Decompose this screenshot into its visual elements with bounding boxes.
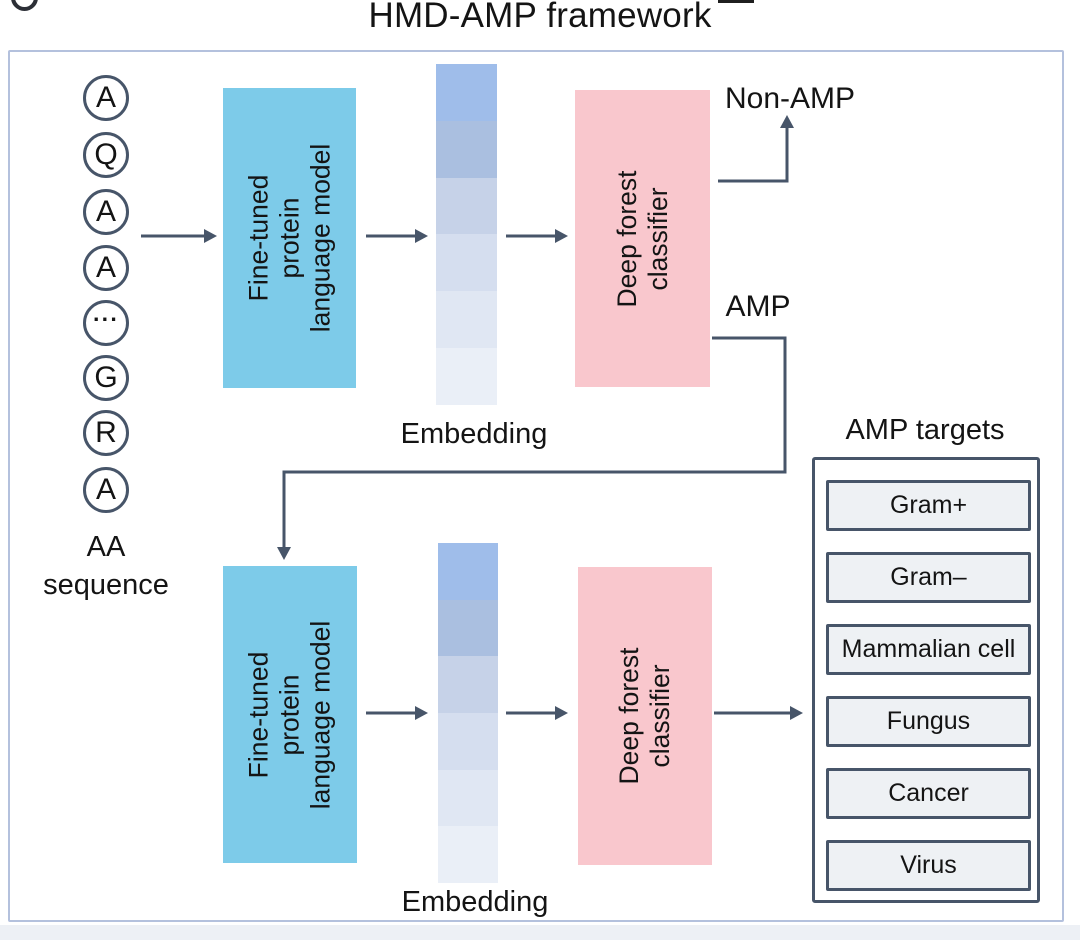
embedding-segment bbox=[438, 656, 498, 714]
aa-token-letter: A bbox=[95, 195, 116, 228]
non-amp-label: Non-AMP bbox=[724, 82, 856, 115]
embedding-segment bbox=[438, 769, 498, 827]
classifier-box-top-label: Deep forest classifier bbox=[612, 170, 674, 307]
plm-label-line1: Fine-tuned bbox=[243, 174, 273, 302]
aa-token-letter: G bbox=[94, 361, 118, 394]
amp-targets-box: Gram+ Gram– Mammalian cell Fungus Cancer… bbox=[812, 457, 1040, 903]
target-item-gram-positive: Gram+ bbox=[826, 480, 1031, 531]
aa-sequence-label-line1: AA bbox=[86, 531, 126, 563]
embedding-segment bbox=[438, 543, 498, 600]
target-item-label: Mammalian cell bbox=[841, 635, 1016, 663]
cropped-top-mark bbox=[718, 0, 754, 3]
target-item-label: Gram– bbox=[890, 563, 967, 591]
classifier-label-line1: Deep forest bbox=[611, 170, 642, 307]
target-item-cancer: Cancer bbox=[826, 768, 1031, 819]
embedding-segment bbox=[438, 713, 498, 770]
aa-token-letter: A bbox=[95, 251, 116, 284]
target-item-fungus: Fungus bbox=[826, 696, 1031, 747]
aa-token-circle: R bbox=[83, 410, 129, 456]
aa-sequence-label: AA sequence bbox=[18, 528, 194, 605]
classifier-label-line1: Deep forest bbox=[614, 647, 644, 785]
target-item-gram-negative: Gram– bbox=[826, 552, 1031, 603]
plm-label-line3: language model bbox=[305, 620, 336, 809]
aa-token-circle-ellipsis: ··· bbox=[83, 300, 129, 346]
embedding-segment bbox=[436, 291, 497, 349]
target-item-mammalian-cell: Mammalian cell bbox=[826, 624, 1031, 675]
target-item-virus: Virus bbox=[826, 840, 1031, 891]
embedding-segment bbox=[438, 826, 498, 884]
embedding-segment bbox=[436, 120, 497, 178]
amp-label: AMP bbox=[725, 290, 791, 323]
embedding-label-top: Embedding bbox=[400, 418, 548, 450]
plm-label-line3: language model bbox=[305, 143, 335, 333]
classifier-box-bottom-label: Deep forest classifier bbox=[614, 648, 676, 785]
aa-token-circle: A bbox=[83, 75, 129, 121]
classifier-label-line2: classifier bbox=[645, 664, 675, 768]
embedding-segment bbox=[436, 234, 497, 292]
plm-label-line2: protein bbox=[274, 673, 305, 756]
embedding-label-bottom: Embedding bbox=[401, 886, 549, 918]
target-item-label: Virus bbox=[900, 851, 957, 879]
aa-token-circle: A bbox=[83, 245, 129, 291]
plm-box-bottom: Fine-tuned protein language model bbox=[223, 566, 357, 863]
aa-token-letter: A bbox=[95, 81, 116, 114]
embedding-segment bbox=[436, 348, 497, 405]
ellipsis-icon: ··· bbox=[93, 305, 119, 332]
diagram-title: HMD-AMP framework bbox=[368, 0, 712, 35]
aa-token-circle: G bbox=[83, 355, 129, 401]
aa-token-circle: A bbox=[83, 467, 129, 513]
classifier-box-top: Deep forest classifier bbox=[575, 90, 710, 387]
embedding-column-bottom bbox=[438, 543, 498, 884]
target-item-label: Cancer bbox=[888, 779, 969, 807]
target-item-label: Gram+ bbox=[889, 491, 968, 519]
embedding-column-top bbox=[436, 64, 497, 405]
aa-token-letter: Q bbox=[94, 138, 118, 171]
amp-targets-title: AMP targets bbox=[845, 414, 1005, 446]
aa-token-letter: R bbox=[95, 416, 117, 449]
plm-label-line1: Fine-tuned bbox=[243, 651, 274, 778]
aa-token-letter: A bbox=[95, 473, 116, 506]
plm-box-top-label: Fine-tuned protein language model bbox=[243, 144, 336, 333]
plm-box-bottom-label: Fine-tuned protein language model bbox=[244, 620, 337, 809]
aa-token-circle: A bbox=[83, 189, 129, 235]
page-bottom-strip bbox=[0, 925, 1080, 940]
aa-token-circle: Q bbox=[83, 132, 129, 178]
embedding-segment bbox=[438, 599, 498, 657]
classifier-box-bottom: Deep forest classifier bbox=[578, 567, 712, 865]
target-item-label: Fungus bbox=[886, 707, 971, 735]
classifier-label-line2: classifier bbox=[642, 186, 673, 291]
plm-label-line2: protein bbox=[274, 197, 304, 279]
plm-box-top: Fine-tuned protein language model bbox=[223, 88, 356, 388]
aa-sequence-label-line2: sequence bbox=[43, 569, 169, 602]
embedding-segment bbox=[436, 64, 497, 121]
embedding-segment bbox=[436, 177, 497, 235]
